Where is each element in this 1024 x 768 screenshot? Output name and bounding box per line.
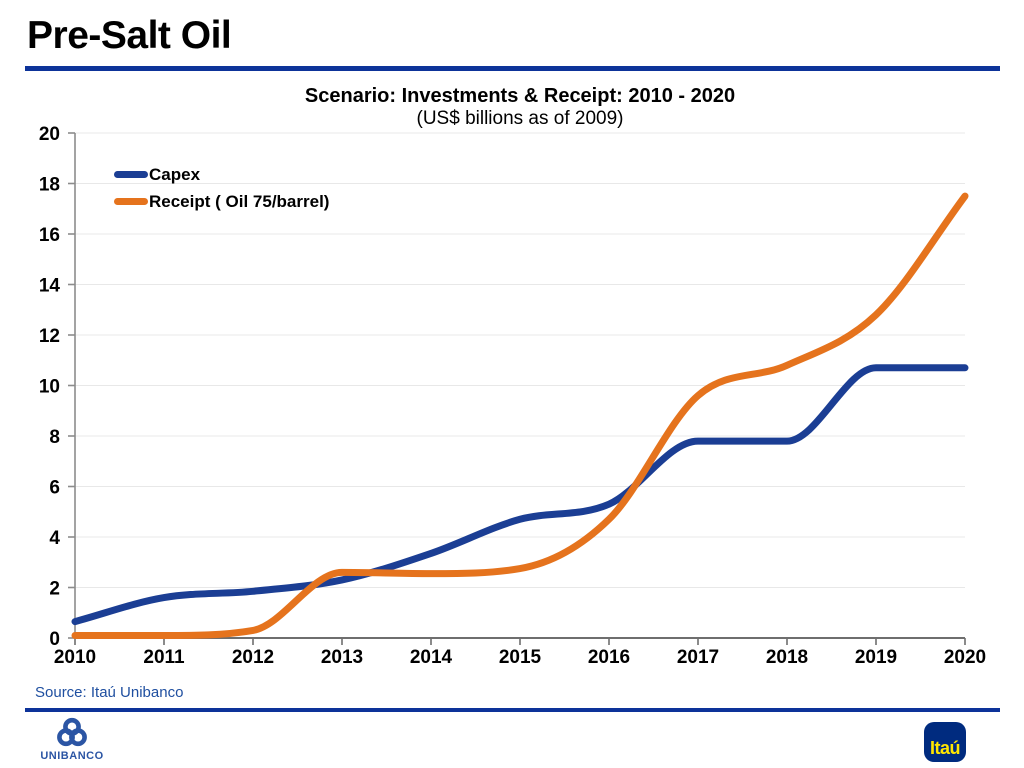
legend-item-receipt: Receipt ( Oil 75/barrel) <box>114 188 329 215</box>
x-tick-label: 2015 <box>499 647 542 668</box>
itau-wordmark: Itaú <box>929 738 961 758</box>
unibanco-trefoil-icon <box>57 717 87 747</box>
x-tick-label: 2011 <box>143 647 185 668</box>
header-rule <box>25 66 1000 71</box>
receipt-series-line <box>71 192 969 640</box>
receipt-line-swatch <box>114 198 148 205</box>
x-tick-label: 2013 <box>321 647 363 668</box>
chart-legend: Capex Receipt ( Oil 75/barrel) <box>114 161 329 215</box>
chart-subtitle: (US$ billions as of 2009) <box>416 108 624 129</box>
x-tick-label: 2010 <box>54 647 96 668</box>
y-tick-label: 4 <box>49 528 60 549</box>
unibanco-wordmark: UNIBANCO <box>40 750 104 762</box>
y-tick-label: 20 <box>39 124 60 145</box>
y-tick-label: 18 <box>39 175 60 196</box>
legend-item-capex: Capex <box>114 161 329 188</box>
y-tick-label: 12 <box>39 326 60 347</box>
legend-label-receipt: Receipt ( Oil 75/barrel) <box>149 191 330 211</box>
x-tick-label: 2020 <box>944 647 986 668</box>
x-tick-label: 2014 <box>410 647 453 668</box>
legend-label-capex: Capex <box>149 164 201 184</box>
y-tick-label: 14 <box>39 276 61 297</box>
source-note: Source: Itaú Unibanco <box>35 684 184 701</box>
unibanco-logo: UNIBANCO <box>39 717 105 762</box>
itau-logo: Itaú <box>924 722 966 762</box>
x-tick-label: 2018 <box>766 647 808 668</box>
page-title: Pre-Salt Oil <box>27 14 232 57</box>
y-tick-label: 6 <box>49 478 60 499</box>
capex-series-line <box>71 364 969 626</box>
capex-line-swatch <box>114 171 148 178</box>
y-tick-label: 0 <box>49 629 60 650</box>
chart-title: Scenario: Investments & Receipt: 2010 - … <box>304 85 736 107</box>
x-tick-label: 2012 <box>232 647 274 668</box>
x-tick-label: 2019 <box>855 647 897 668</box>
footer-rule <box>25 708 1000 712</box>
x-tick-label: 2017 <box>677 647 719 668</box>
y-tick-label: 10 <box>39 377 60 398</box>
x-tick-label: 2016 <box>588 647 630 668</box>
y-tick-label: 8 <box>49 427 60 448</box>
y-tick-label: 16 <box>39 225 60 246</box>
y-tick-label: 2 <box>49 579 60 600</box>
